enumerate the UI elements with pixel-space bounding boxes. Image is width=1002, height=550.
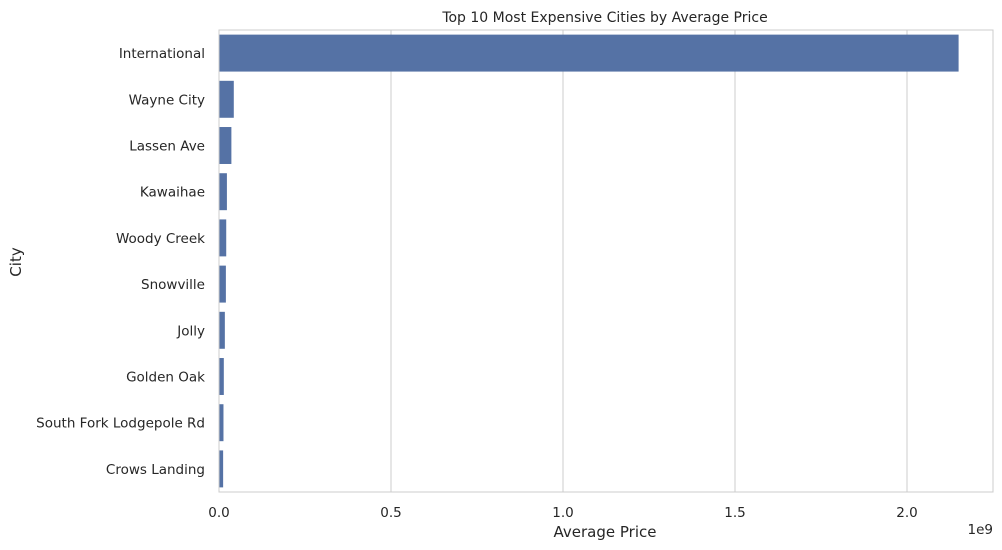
- bar: [219, 450, 224, 488]
- x-tick-labels: 0.0 0.5 1.0 1.5 2.0: [208, 505, 917, 521]
- grid-lines: [218, 30, 908, 492]
- bar: [219, 219, 227, 257]
- x-tick-label: 0.0: [208, 505, 229, 521]
- bar: [219, 34, 959, 72]
- bar: [219, 358, 224, 395]
- y-tick-labels: International Wayne City Lassen Ave Kawaiha…: [36, 46, 205, 478]
- x-tick-label: 1.0: [552, 505, 573, 521]
- chart-title: Top 10 Most Expensive Cities by Average …: [441, 10, 767, 26]
- bar: [219, 173, 227, 211]
- x-tick-label: 2.0: [896, 505, 917, 521]
- y-axis-label: City: [7, 247, 25, 277]
- plot-frame: [218, 29, 994, 493]
- x-tick-label: 1.5: [724, 505, 745, 521]
- bar: [219, 80, 234, 118]
- y-tick-label: Woody Creek: [116, 231, 205, 247]
- y-tick-label: Kawaihae: [140, 185, 205, 201]
- y-tick-label: South Fork Lodgepole Rd: [36, 416, 205, 432]
- bar: [219, 127, 232, 164]
- x-tick-label: 0.5: [380, 505, 401, 521]
- y-tick-label: Crows Landing: [106, 462, 205, 478]
- y-tick-label: Snowville: [141, 277, 205, 293]
- y-tick-label: Golden Oak: [126, 370, 205, 386]
- x-axis-label: Average Price: [554, 523, 657, 541]
- bar: [219, 265, 226, 303]
- bar: [219, 404, 224, 442]
- x-scale-label: 1e9: [968, 522, 993, 538]
- y-tick-label: Jolly: [176, 323, 205, 339]
- bar: [219, 311, 225, 349]
- bars: [219, 34, 959, 488]
- y-tick-label: Lassen Ave: [129, 139, 205, 155]
- y-tick-label: Wayne City: [129, 92, 205, 108]
- y-tick-label: International: [119, 46, 205, 62]
